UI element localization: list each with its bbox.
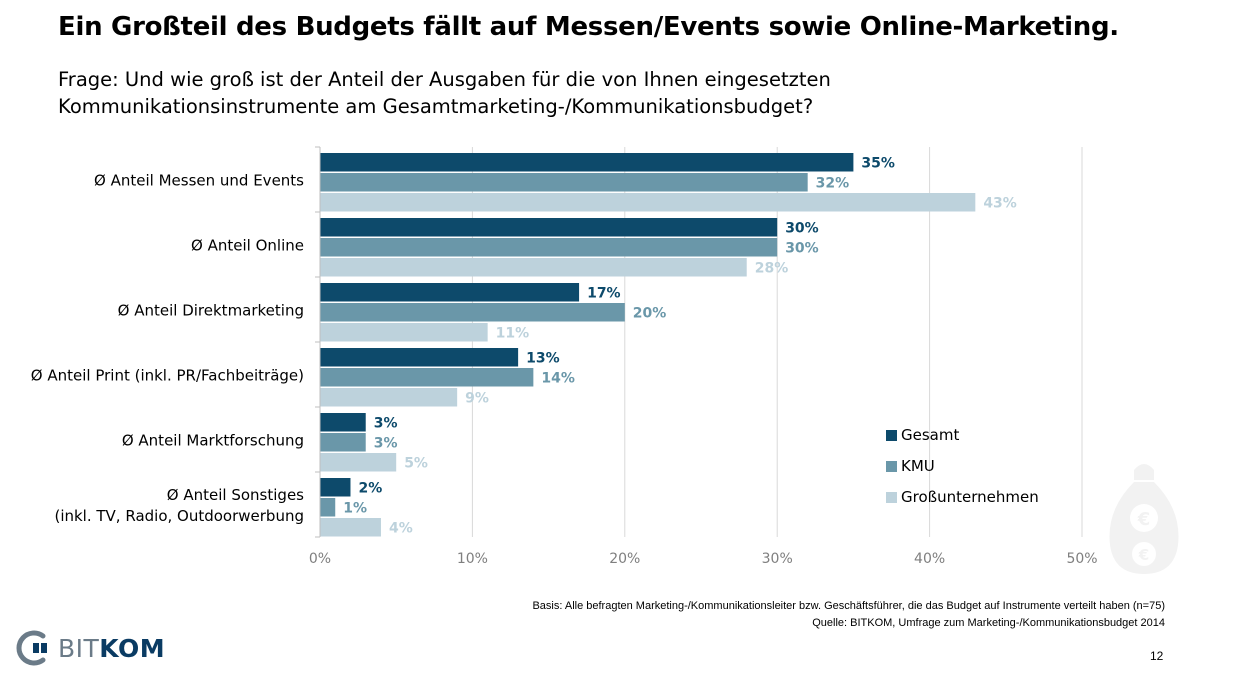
bar-4-1 — [320, 433, 366, 452]
data-label-2-2: 11% — [496, 325, 530, 341]
logo-text: BITKOM — [58, 634, 165, 663]
bitkom-logo: BITKOM — [16, 627, 165, 669]
legend-swatch-kmu — [886, 460, 897, 472]
bar-4-0 — [320, 413, 366, 432]
data-label-0-2: 43% — [983, 195, 1017, 211]
bar-1-0 — [320, 218, 778, 237]
survey-question: Frage: Und wie groß ist der Anteil der A… — [58, 66, 831, 120]
data-label-3-2: 9% — [465, 390, 489, 406]
data-label-4-2: 5% — [404, 455, 428, 471]
legend-item-gross: Großunternehmen — [886, 488, 1039, 506]
chart-legend: Gesamt KMU Großunternehmen — [886, 426, 1039, 519]
data-label-1-0: 30% — [785, 220, 819, 236]
x-tick-label-5: 50% — [1066, 551, 1097, 567]
data-label-2-1: 20% — [633, 305, 667, 321]
legend-item-kmu: KMU — [886, 457, 1039, 475]
legend-swatch-gross — [886, 491, 897, 503]
category-label-3-0: Ø Anteil Print (inkl. PR/Fachbeiträge) — [31, 367, 304, 385]
data-label-4-1: 3% — [374, 435, 398, 451]
bar-0-2 — [320, 193, 976, 212]
question-line-1: Frage: Und wie groß ist der Anteil der A… — [58, 68, 831, 91]
bar-3-1 — [320, 368, 534, 387]
bar-5-2 — [320, 518, 381, 537]
data-label-5-0: 2% — [358, 480, 382, 496]
logo-text-suffix: KOM — [99, 633, 166, 663]
legend-swatch-gesamt — [886, 429, 897, 441]
page-title: Ein Großteil des Budgets fällt auf Messe… — [58, 12, 1119, 42]
x-tick-label-1: 10% — [457, 551, 488, 567]
data-label-1-1: 30% — [785, 240, 819, 256]
x-tick-label-3: 30% — [762, 551, 793, 567]
x-tick-label-2: 20% — [609, 551, 640, 567]
category-label-1-0: Ø Anteil Online — [191, 237, 304, 255]
legend-label-kmu: KMU — [901, 457, 935, 475]
data-label-1-2: 28% — [755, 260, 789, 276]
bar-2-0 — [320, 283, 580, 302]
x-tick-label-4: 40% — [914, 551, 945, 567]
footer-notes: Basis: Alle befragten Marketing-/Kommuni… — [532, 598, 1165, 632]
legend-label-gesamt: Gesamt — [901, 426, 960, 444]
bar-2-2 — [320, 323, 488, 342]
category-label-5-0: Ø Anteil Sonstiges — [167, 486, 304, 504]
data-label-2-0: 17% — [587, 285, 621, 301]
bar-chart: 0% 10% 20% 30% 40% 50% 35% 32% 43% Ø Anteil Messe… — [31, 146, 1098, 567]
bar-3-2 — [320, 388, 458, 407]
data-label-3-1: 14% — [541, 370, 575, 386]
bitkom-logo-mark-icon — [16, 630, 47, 666]
legend-label-gross: Großunternehmen — [901, 488, 1039, 506]
category-label-5-1: (inkl. TV, Radio, Outdoorwerbung — [54, 507, 304, 525]
category-label-4-0: Ø Anteil Marktforschung — [122, 432, 304, 450]
data-label-0-0: 35% — [861, 155, 895, 171]
footer-source: Quelle: BITKOM, Umfrage zum Marketing-/K… — [812, 617, 1165, 629]
legend-item-gesamt: Gesamt — [886, 426, 1039, 444]
money-bag-icon: € € — [1109, 464, 1179, 574]
bar-1-2 — [320, 258, 747, 277]
bar-4-2 — [320, 453, 397, 472]
logo-text-prefix: BIT — [58, 633, 100, 663]
x-tick-label-0: 0% — [309, 551, 331, 567]
page-number: 12 — [1150, 649, 1164, 663]
svg-text:€: € — [1137, 509, 1151, 530]
category-label-2-0: Ø Anteil Direktmarketing — [118, 302, 304, 320]
question-line-2: Kommunikationsinstrumente am Gesamtmarke… — [58, 95, 814, 118]
data-label-4-0: 3% — [374, 415, 398, 431]
bar-0-0 — [320, 153, 854, 172]
data-label-0-1: 32% — [816, 175, 850, 191]
bar-3-0 — [320, 348, 519, 367]
bar-2-1 — [320, 303, 625, 322]
data-label-3-0: 13% — [526, 350, 560, 366]
bar-1-1 — [320, 238, 778, 257]
category-label-0-0: Ø Anteil Messen und Events — [94, 172, 304, 190]
bar-5-0 — [320, 478, 351, 497]
bar-5-1 — [320, 498, 336, 517]
footer-basis: Basis: Alle befragten Marketing-/Kommuni… — [532, 600, 1165, 612]
data-label-5-2: 4% — [389, 520, 413, 536]
bar-0-1 — [320, 173, 808, 192]
data-label-5-1: 1% — [343, 500, 367, 516]
svg-text:€: € — [1138, 546, 1149, 564]
